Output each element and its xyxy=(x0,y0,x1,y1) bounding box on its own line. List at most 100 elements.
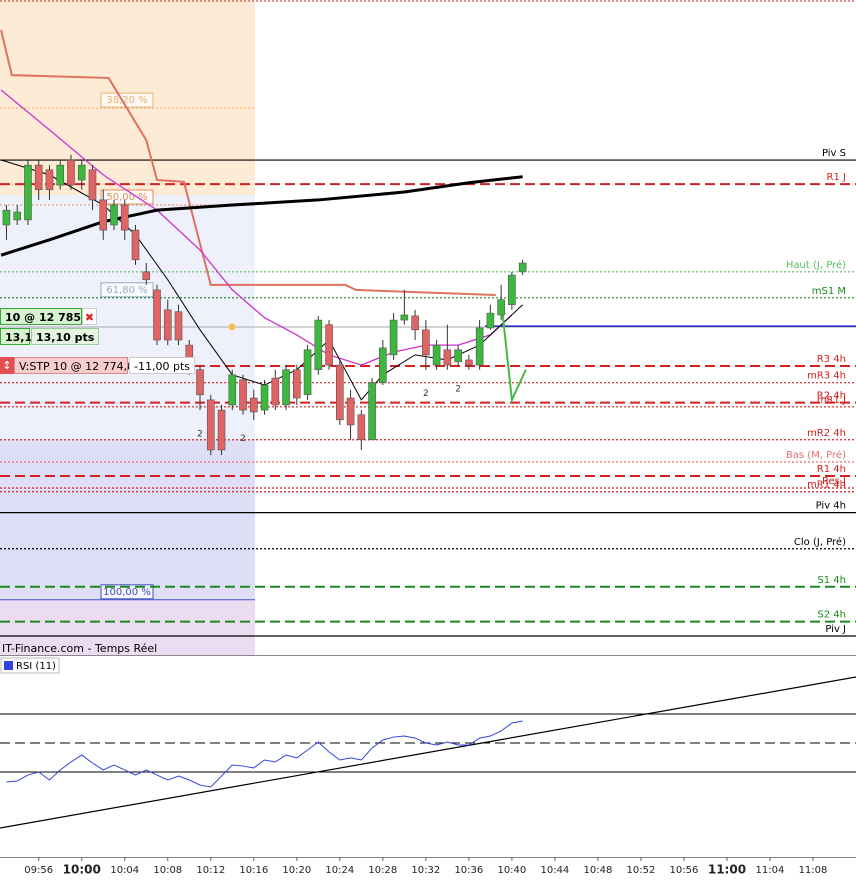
x-tick-label: 10:32 xyxy=(411,865,440,876)
candle-body xyxy=(24,164,32,221)
candle-body xyxy=(131,229,140,261)
position-entry[interactable]: 10 @ 12 785,8 xyxy=(0,308,93,325)
x-tick-label: 10:40 xyxy=(497,865,526,876)
candle-body xyxy=(518,262,527,273)
level-label: mR2 4h xyxy=(807,428,846,439)
level-label: Piv 4h xyxy=(816,501,846,512)
fib-label: 61,80 % xyxy=(106,285,147,296)
legend-label: RSI (11) xyxy=(16,661,56,672)
fib-label: 38,20 % xyxy=(106,95,147,106)
candle-body xyxy=(508,274,516,306)
candle-body xyxy=(379,347,387,384)
feed-title: IT-Finance.com - Temps Réel xyxy=(2,642,157,655)
candle-body xyxy=(303,349,312,396)
candle-body xyxy=(432,344,441,366)
indicator-line xyxy=(0,175,523,257)
candle-body xyxy=(88,169,97,201)
candle-body xyxy=(314,319,323,371)
x-tick-label: 10:44 xyxy=(540,865,569,876)
fib-label: 50,00 % xyxy=(106,192,147,203)
x-tick-label: 10:00 xyxy=(63,863,101,877)
legend-swatch xyxy=(4,661,13,670)
level-label: R1 4h xyxy=(817,464,846,475)
level-label: mR1 J xyxy=(817,395,846,406)
candle-body xyxy=(293,369,301,399)
candle-body xyxy=(110,204,118,226)
candle-body xyxy=(422,329,430,356)
close-button[interactable]: ✖ xyxy=(82,308,97,325)
plot: 38,20 % 50,00 % 61,80 % 100,00 % Piv S R1 J Ha… xyxy=(0,29,856,877)
candle-body xyxy=(163,309,172,341)
fib-zone xyxy=(0,440,255,600)
trend-line xyxy=(0,676,856,829)
candle-body xyxy=(174,311,183,341)
candle-body xyxy=(357,414,366,441)
candle-body xyxy=(196,369,204,396)
level-label: Clo (J, Pré) xyxy=(794,536,846,548)
signal-count: 2 xyxy=(197,430,203,440)
level-label: mR3 4h xyxy=(807,371,846,382)
level-label: R2 4h xyxy=(817,391,846,402)
level-label: S2 4h xyxy=(817,610,846,621)
indicator-line xyxy=(0,159,523,401)
candle-body xyxy=(99,199,108,231)
signal-count: 2 xyxy=(240,434,246,444)
fib-zone xyxy=(0,600,255,655)
level-label: Piv S xyxy=(822,148,846,159)
x-tick-label: 10:16 xyxy=(239,865,268,876)
x-tick-label: 11:08 xyxy=(799,865,828,876)
drag-icon[interactable]: ↕ xyxy=(0,357,14,374)
fib-label-box xyxy=(100,584,154,600)
level-label: Bas (M, Pré) xyxy=(786,449,846,461)
candle-body xyxy=(2,209,11,226)
level-label: S1 4h xyxy=(817,575,846,586)
candle-body xyxy=(67,159,75,186)
candle-body xyxy=(45,169,54,191)
candle-body xyxy=(497,299,505,316)
level-label: mR1 4h xyxy=(807,480,846,491)
candle-body xyxy=(249,397,258,413)
signal-count: 2 xyxy=(423,389,429,399)
level-label: R1 J xyxy=(827,172,846,183)
candle-body xyxy=(282,369,290,406)
indicator-line xyxy=(0,29,496,297)
rsi-line xyxy=(6,720,523,788)
candle-body xyxy=(475,327,484,366)
candle-body xyxy=(142,271,151,281)
stop-pts: -11,00 pts xyxy=(129,357,195,374)
x-tick-label: 10:56 xyxy=(670,865,699,876)
candle-body xyxy=(13,211,22,221)
x-tick-label: 10:12 xyxy=(196,865,225,876)
legend-box xyxy=(0,657,60,674)
x-tick-label: 11:00 xyxy=(708,863,746,877)
candle-body xyxy=(368,382,376,441)
x-tick-label: 10:52 xyxy=(627,865,656,876)
candle-body xyxy=(153,289,161,341)
x-tick-label: 10:28 xyxy=(368,865,397,876)
fib-label-box xyxy=(100,282,154,298)
x-tick-label: 10:04 xyxy=(110,865,139,876)
candle-body xyxy=(120,204,129,231)
x-tick-label: 10:36 xyxy=(454,865,483,876)
position-gain-pts: 13,10 pts xyxy=(31,328,100,345)
indicator-line xyxy=(500,299,527,404)
candle-body xyxy=(400,314,409,321)
level-label: Res J xyxy=(822,476,846,487)
candle-body xyxy=(454,349,462,363)
signal-count: 2 xyxy=(455,385,461,395)
candle-body xyxy=(325,324,333,366)
level-label: R3 4h xyxy=(817,354,846,365)
candle-body xyxy=(336,364,344,421)
candle-body xyxy=(217,409,226,451)
level-label: Haut (J, Pré) xyxy=(786,259,846,271)
candle-body xyxy=(346,397,355,426)
x-tick-label: 10:08 xyxy=(153,865,182,876)
x-tick-label: 09:56 xyxy=(24,865,53,876)
stop-order[interactable]: V:STP 10 @ 12 774,8 xyxy=(14,357,134,374)
x-tick-label: 10:20 xyxy=(282,865,311,876)
level-label: Piv J xyxy=(825,624,846,635)
fib-label: 100,00 % xyxy=(103,587,151,598)
candle-body xyxy=(239,379,247,411)
position-dot xyxy=(228,323,236,331)
